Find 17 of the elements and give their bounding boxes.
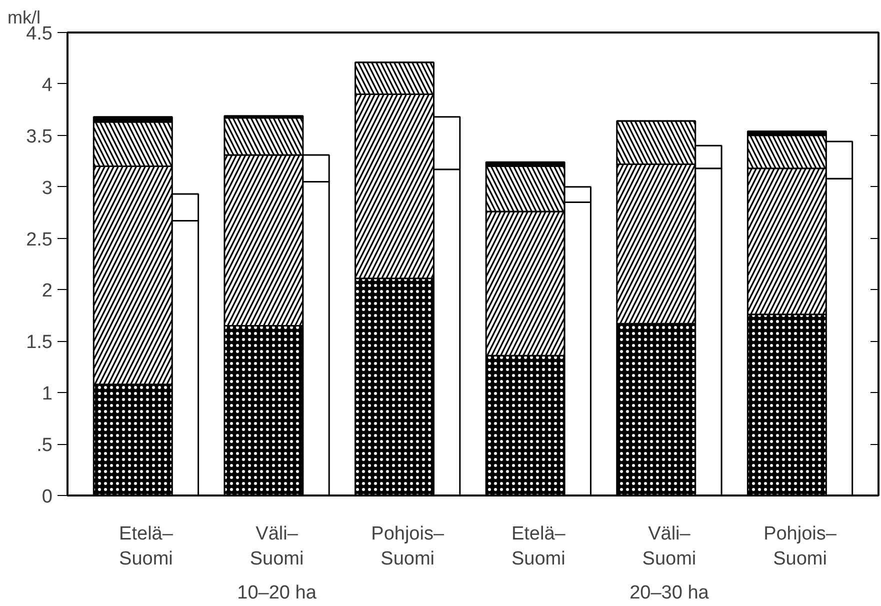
x-tick-label: Pohjois– Suomi bbox=[764, 524, 837, 570]
y-tick-label: .5 bbox=[36, 435, 53, 456]
x-tick-label: Väli– Suomi bbox=[250, 524, 304, 570]
y-tick-label: 2 bbox=[42, 280, 53, 302]
y-tick-label: 1 bbox=[42, 384, 53, 405]
y-tick-label: 2.5 bbox=[26, 229, 53, 250]
y-tick-label: 3 bbox=[42, 178, 53, 199]
x-tick-label: Etelä– Suomi bbox=[119, 524, 174, 570]
y-tick-label: 4 bbox=[42, 74, 53, 96]
y-tick-label: 1.5 bbox=[26, 332, 53, 354]
text: 20–30 ha bbox=[630, 582, 710, 604]
x-tick-label: Pohjois– Suomi bbox=[371, 524, 444, 570]
y-tick-label: 0 bbox=[42, 486, 53, 508]
y-tick-label: 3.5 bbox=[26, 126, 53, 148]
x-tick-label: Etelä– Suomi bbox=[511, 524, 566, 570]
text: 10–20 ha bbox=[237, 582, 317, 604]
x-tick-label: Väli– Suomi bbox=[642, 524, 696, 570]
